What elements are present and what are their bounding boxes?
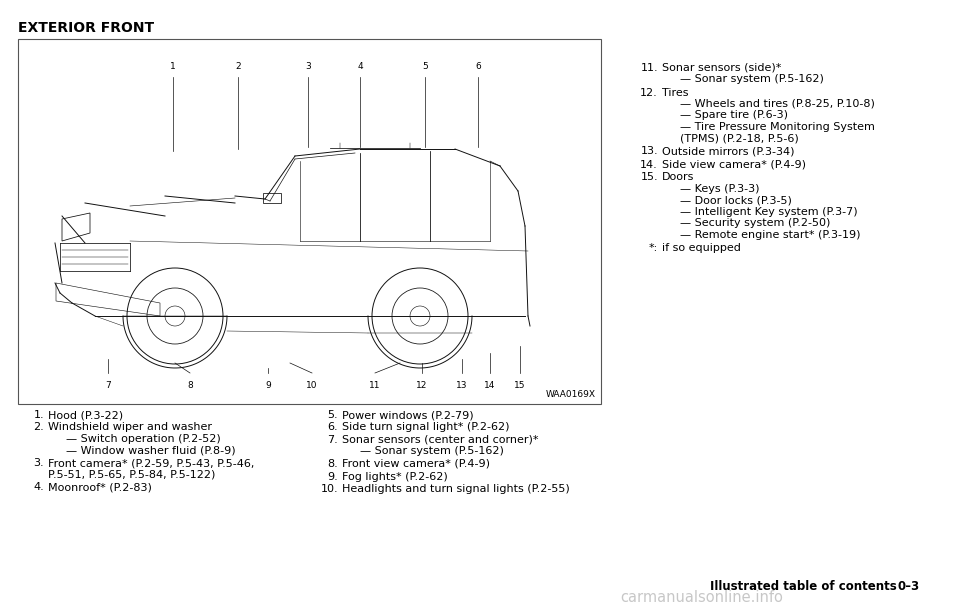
Text: 11: 11 — [370, 381, 381, 390]
Text: Windshield wiper and washer: Windshield wiper and washer — [48, 422, 212, 433]
Text: 6.: 6. — [327, 422, 338, 433]
Text: Front view camera* (P.4-9): Front view camera* (P.4-9) — [342, 459, 490, 469]
Text: — Intelligent Key system (P.3-7): — Intelligent Key system (P.3-7) — [680, 207, 857, 217]
Text: Side view camera* (P.4-9): Side view camera* (P.4-9) — [662, 159, 806, 169]
Text: 6: 6 — [475, 62, 481, 71]
Text: Illustrated table of contents: Illustrated table of contents — [710, 580, 897, 593]
Bar — [18, 39, 601, 404]
Text: — Switch operation (P.2-52): — Switch operation (P.2-52) — [66, 434, 221, 444]
Text: 9: 9 — [265, 381, 271, 390]
Text: 2: 2 — [235, 62, 241, 71]
Text: — Security system (P.2-50): — Security system (P.2-50) — [680, 219, 830, 229]
Text: — Window washer fluid (P.8-9): — Window washer fluid (P.8-9) — [66, 445, 235, 455]
Text: — Spare tire (P.6-3): — Spare tire (P.6-3) — [680, 111, 788, 120]
Text: — Sonar system (P.5-162): — Sonar system (P.5-162) — [680, 75, 824, 84]
Text: 3: 3 — [305, 62, 311, 71]
Text: 10.: 10. — [321, 484, 338, 494]
Text: 13.: 13. — [640, 147, 658, 156]
Text: Tires: Tires — [662, 87, 688, 98]
Text: 10: 10 — [306, 381, 318, 390]
Text: — Wheels and tires (P.8-25, P.10-8): — Wheels and tires (P.8-25, P.10-8) — [680, 99, 875, 109]
Text: 7: 7 — [106, 381, 110, 390]
Text: 2.: 2. — [34, 422, 44, 433]
Text: 8.: 8. — [327, 459, 338, 469]
Text: — Door locks (P.3-5): — Door locks (P.3-5) — [680, 196, 792, 205]
Text: Hood (P.3-22): Hood (P.3-22) — [48, 410, 123, 420]
Text: Sonar sensors (side)*: Sonar sensors (side)* — [662, 63, 781, 73]
Text: Front camera* (P.2-59, P.5-43, P.5-46,: Front camera* (P.2-59, P.5-43, P.5-46, — [48, 458, 254, 468]
Text: 5.: 5. — [327, 410, 338, 420]
Text: (TPMS) (P.2-18, P.5-6): (TPMS) (P.2-18, P.5-6) — [680, 133, 799, 144]
Text: 9.: 9. — [327, 472, 338, 481]
Text: 4: 4 — [357, 62, 363, 71]
Text: *:: *: — [649, 243, 658, 253]
Text: 15: 15 — [515, 381, 526, 390]
Text: 4.: 4. — [34, 482, 44, 492]
Text: 14: 14 — [484, 381, 495, 390]
Text: 7.: 7. — [327, 435, 338, 445]
Text: 1.: 1. — [34, 410, 44, 420]
Bar — [263, 193, 281, 203]
Text: Headlights and turn signal lights (P.2-55): Headlights and turn signal lights (P.2-5… — [342, 484, 569, 494]
Text: carmanualsonline.info: carmanualsonline.info — [620, 590, 782, 605]
Text: 0–3: 0–3 — [898, 580, 920, 593]
Text: Power windows (P.2-79): Power windows (P.2-79) — [342, 410, 473, 420]
Text: Moonroof* (P.2-83): Moonroof* (P.2-83) — [48, 482, 152, 492]
Text: 5: 5 — [422, 62, 428, 71]
Text: WAA0169X: WAA0169X — [546, 390, 596, 399]
Text: Side turn signal light* (P.2-62): Side turn signal light* (P.2-62) — [342, 422, 510, 433]
Text: 8: 8 — [187, 381, 193, 390]
Text: 12.: 12. — [640, 87, 658, 98]
Text: — Sonar system (P.5-162): — Sonar system (P.5-162) — [360, 447, 504, 456]
Text: P.5-51, P.5-65, P.5-84, P.5-122): P.5-51, P.5-65, P.5-84, P.5-122) — [48, 469, 215, 480]
Text: 12: 12 — [417, 381, 428, 390]
Text: if so equipped: if so equipped — [662, 243, 741, 253]
Text: 13: 13 — [456, 381, 468, 390]
Text: Doors: Doors — [662, 172, 694, 183]
Text: EXTERIOR FRONT: EXTERIOR FRONT — [18, 21, 155, 35]
Text: — Tire Pressure Monitoring System: — Tire Pressure Monitoring System — [680, 122, 875, 132]
Text: Sonar sensors (center and corner)*: Sonar sensors (center and corner)* — [342, 435, 539, 445]
Text: 11.: 11. — [640, 63, 658, 73]
Text: Outside mirrors (P.3-34): Outside mirrors (P.3-34) — [662, 147, 795, 156]
Text: 3.: 3. — [34, 458, 44, 468]
Text: 1: 1 — [170, 62, 176, 71]
Text: 15.: 15. — [640, 172, 658, 183]
Text: — Keys (P.3-3): — Keys (P.3-3) — [680, 184, 759, 194]
Text: 14.: 14. — [640, 159, 658, 169]
Text: — Remote engine start* (P.3-19): — Remote engine start* (P.3-19) — [680, 230, 860, 240]
Text: Fog lights* (P.2-62): Fog lights* (P.2-62) — [342, 472, 447, 481]
